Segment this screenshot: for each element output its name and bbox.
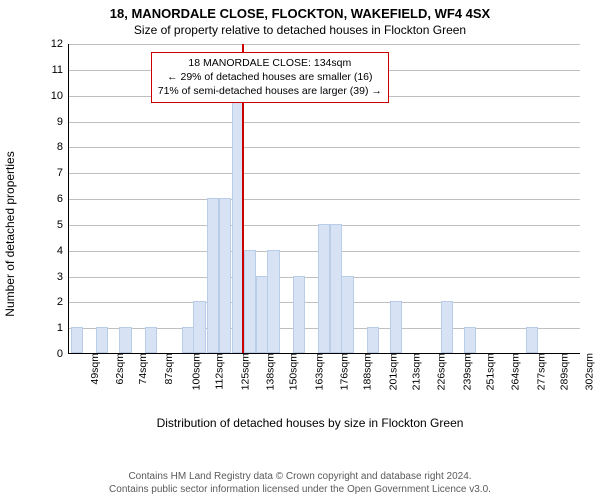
x-tick-label: 264sqm	[506, 353, 522, 390]
histogram-bar	[119, 327, 131, 353]
plot-area: 012345678910111249sqm62sqm74sqm87sqm100s…	[68, 44, 580, 354]
x-tick-label: 277sqm	[531, 353, 547, 390]
x-tick-label: 226sqm	[432, 353, 448, 390]
x-tick-label: 62sqm	[110, 353, 126, 385]
x-tick-label: 176sqm	[335, 353, 351, 390]
histogram-bar	[207, 198, 219, 353]
x-tick-label: 138sqm	[261, 353, 277, 390]
y-axis-label: Number of detached properties	[3, 151, 17, 316]
y-tick-label: 0	[57, 348, 69, 360]
histogram-bar	[526, 327, 538, 353]
histogram-bar	[390, 301, 402, 353]
x-tick-label: 112sqm	[210, 353, 226, 390]
x-tick-label: 125sqm	[235, 353, 251, 390]
x-tick-label: 289sqm	[555, 353, 571, 390]
annotation-line: 71% of semi-detached houses are larger (…	[158, 84, 382, 98]
x-tick-label: 239sqm	[457, 353, 473, 390]
annotation-line: ← 29% of detached houses are smaller (16…	[158, 70, 382, 84]
gridline-h	[69, 173, 580, 174]
page-title: 18, MANORDALE CLOSE, FLOCKTON, WAKEFIELD…	[0, 6, 600, 21]
histogram-bar	[145, 327, 157, 353]
histogram-bar	[182, 327, 194, 353]
x-tick-label: 201sqm	[383, 353, 399, 390]
gridline-h	[69, 199, 580, 200]
y-tick-label: 6	[57, 193, 69, 205]
y-tick-label: 8	[57, 141, 69, 153]
x-tick-label: 74sqm	[133, 353, 149, 385]
histogram-bar	[267, 250, 279, 353]
x-tick-label: 49sqm	[85, 353, 101, 385]
x-tick-label: 251sqm	[481, 353, 497, 390]
histogram-bar	[464, 327, 476, 353]
x-tick-label: 302sqm	[580, 353, 596, 390]
gridline-h	[69, 44, 580, 45]
y-tick-label: 2	[57, 296, 69, 308]
x-tick-label: 188sqm	[358, 353, 374, 390]
x-tick-label: 213sqm	[407, 353, 423, 390]
histogram-bar	[367, 327, 379, 353]
page-subtitle: Size of property relative to detached ho…	[0, 23, 600, 37]
histogram-bar	[219, 198, 231, 353]
histogram-bar	[96, 327, 108, 353]
gridline-h	[69, 147, 580, 148]
attribution-footer: Contains HM Land Registry data © Crown c…	[0, 471, 600, 496]
gridline-h	[69, 122, 580, 123]
y-tick-label: 5	[57, 219, 69, 231]
y-tick-label: 12	[51, 38, 69, 50]
x-axis-label: Distribution of detached houses by size …	[40, 416, 580, 430]
histogram-bar	[341, 276, 353, 354]
y-tick-label: 7	[57, 167, 69, 179]
y-tick-label: 1	[57, 322, 69, 334]
histogram-bar	[441, 301, 453, 353]
histogram-bar	[244, 250, 256, 353]
footer-line-2: Contains public sector information licen…	[0, 484, 600, 497]
histogram-bar	[293, 276, 305, 354]
histogram-bar	[330, 224, 342, 353]
y-tick-label: 11	[52, 64, 69, 76]
annotation-line: 18 MANORDALE CLOSE: 134sqm	[158, 56, 382, 70]
y-tick-label: 3	[57, 271, 69, 283]
x-tick-label: 163sqm	[309, 353, 325, 390]
histogram-bar	[193, 301, 205, 353]
footer-line-1: Contains HM Land Registry data © Crown c…	[0, 471, 600, 484]
chart-container: Number of detached properties 0123456789…	[40, 44, 580, 424]
x-tick-label: 150sqm	[284, 353, 300, 390]
y-tick-label: 4	[57, 245, 69, 257]
histogram-bar	[256, 276, 268, 354]
histogram-bar	[318, 224, 330, 353]
x-tick-label: 87sqm	[159, 353, 175, 385]
histogram-bar	[71, 327, 83, 353]
annotation-box: 18 MANORDALE CLOSE: 134sqm← 29% of detac…	[151, 52, 389, 103]
y-tick-label: 10	[51, 90, 69, 102]
y-tick-label: 9	[57, 116, 69, 128]
x-tick-label: 100sqm	[187, 353, 203, 390]
